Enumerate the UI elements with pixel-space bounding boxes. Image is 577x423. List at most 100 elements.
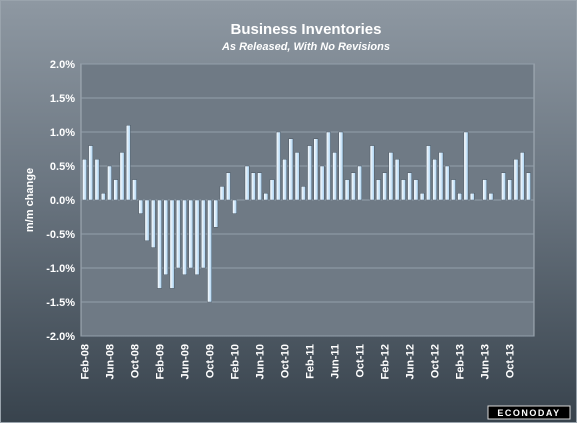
bar (157, 199, 162, 289)
bar (513, 158, 519, 201)
bar (207, 199, 212, 303)
bar (169, 199, 175, 289)
x-tick-label: Jun-09 (180, 344, 192, 379)
x-tick-label: Feb-12 (380, 344, 392, 379)
bar (144, 199, 150, 241)
bar (313, 138, 319, 201)
bar (244, 165, 250, 201)
bar (344, 179, 350, 201)
bar (294, 152, 300, 201)
bar (251, 172, 256, 201)
bar (150, 199, 156, 248)
bar (507, 179, 513, 201)
bar (326, 131, 331, 201)
gridlines (81, 63, 534, 337)
bar (319, 165, 325, 201)
logo-text: ECONODAY (497, 408, 560, 418)
bar (182, 199, 187, 276)
bar (175, 199, 181, 269)
x-tick-label: Jun-12 (405, 344, 417, 379)
chart-subtitle: As Released, With No Revisions (221, 41, 390, 53)
bar (332, 152, 337, 201)
bar (100, 192, 106, 201)
bar (432, 158, 438, 201)
x-tick-label: Oct-12 (430, 344, 442, 378)
x-tick-label: Oct-08 (130, 344, 142, 378)
bar (301, 186, 306, 201)
bar (382, 172, 387, 201)
bar (482, 179, 488, 201)
bar (201, 199, 206, 269)
x-tick-label: Feb-08 (80, 344, 92, 379)
bar (526, 172, 531, 201)
bar (263, 192, 269, 201)
bar (451, 179, 456, 201)
bar (376, 179, 381, 201)
y-tick-label: -1.5% (46, 297, 75, 309)
bar (82, 158, 87, 201)
bar (125, 124, 131, 201)
y-tick-label: -1.0% (46, 263, 75, 275)
bar (163, 199, 169, 276)
x-tick-label: Jun-08 (105, 344, 117, 379)
bar (394, 158, 400, 201)
bar (269, 179, 275, 201)
bar (307, 145, 312, 201)
x-tick-label: Oct-10 (280, 344, 292, 378)
x-tick-label: Feb-13 (455, 344, 467, 379)
bar (132, 179, 137, 201)
y-tick-label: -0.5% (46, 229, 75, 241)
bar (288, 138, 294, 201)
bar (357, 165, 362, 201)
bar (351, 172, 356, 201)
bar (413, 179, 419, 201)
bar (488, 192, 494, 201)
bar (138, 199, 144, 214)
bar (188, 199, 194, 269)
bar (444, 165, 450, 201)
bar (469, 192, 475, 201)
x-tick-label: Jun-13 (480, 344, 492, 379)
x-tick-label: Feb-10 (230, 344, 242, 379)
x-tick-label: Jun-11 (330, 344, 342, 379)
bars (82, 124, 531, 303)
bar (457, 192, 463, 201)
bar (88, 145, 94, 201)
bar (419, 192, 425, 201)
y-tick-label: 2.0% (50, 59, 75, 71)
bar (407, 172, 412, 201)
bar (213, 199, 219, 228)
x-tick-label: Oct-13 (505, 344, 517, 378)
y-tick-label: 1.5% (50, 93, 75, 105)
bar (426, 145, 431, 201)
x-tick-label: Oct-11 (355, 344, 367, 378)
bar (107, 165, 112, 201)
x-tick-label: Feb-09 (155, 344, 167, 379)
bar (519, 152, 525, 201)
y-tick-label: 1.0% (50, 127, 75, 139)
bar (463, 131, 469, 201)
bar (94, 158, 100, 201)
bar (119, 152, 125, 201)
bar (276, 131, 281, 201)
bar (232, 199, 237, 214)
x-tick-label: Oct-09 (205, 344, 217, 378)
y-tick-label: 0.5% (50, 161, 75, 173)
bar (226, 172, 231, 201)
bar (388, 152, 394, 201)
x-tick-label: Jun-10 (255, 344, 267, 379)
bar (194, 199, 200, 276)
bar (257, 172, 262, 201)
bar (438, 152, 444, 201)
bar (338, 131, 344, 201)
x-tick-label: Feb-11 (305, 344, 317, 379)
bar (501, 172, 506, 201)
bar (401, 179, 406, 201)
y-tick-label: 0.0% (50, 195, 75, 207)
y-axis-ticks: 2.0% 1.5% 1.0% 0.5% 0.0% -0.5% -1.0% -1.5% -2.0% (46, 59, 75, 343)
bar (113, 179, 119, 201)
x-axis-ticks: Feb-08 Jun-08 Oct-08 Feb-09 Jun-09 Oct-09 Feb-… (80, 344, 517, 379)
econoday-logo: ECONODAY (487, 405, 571, 420)
